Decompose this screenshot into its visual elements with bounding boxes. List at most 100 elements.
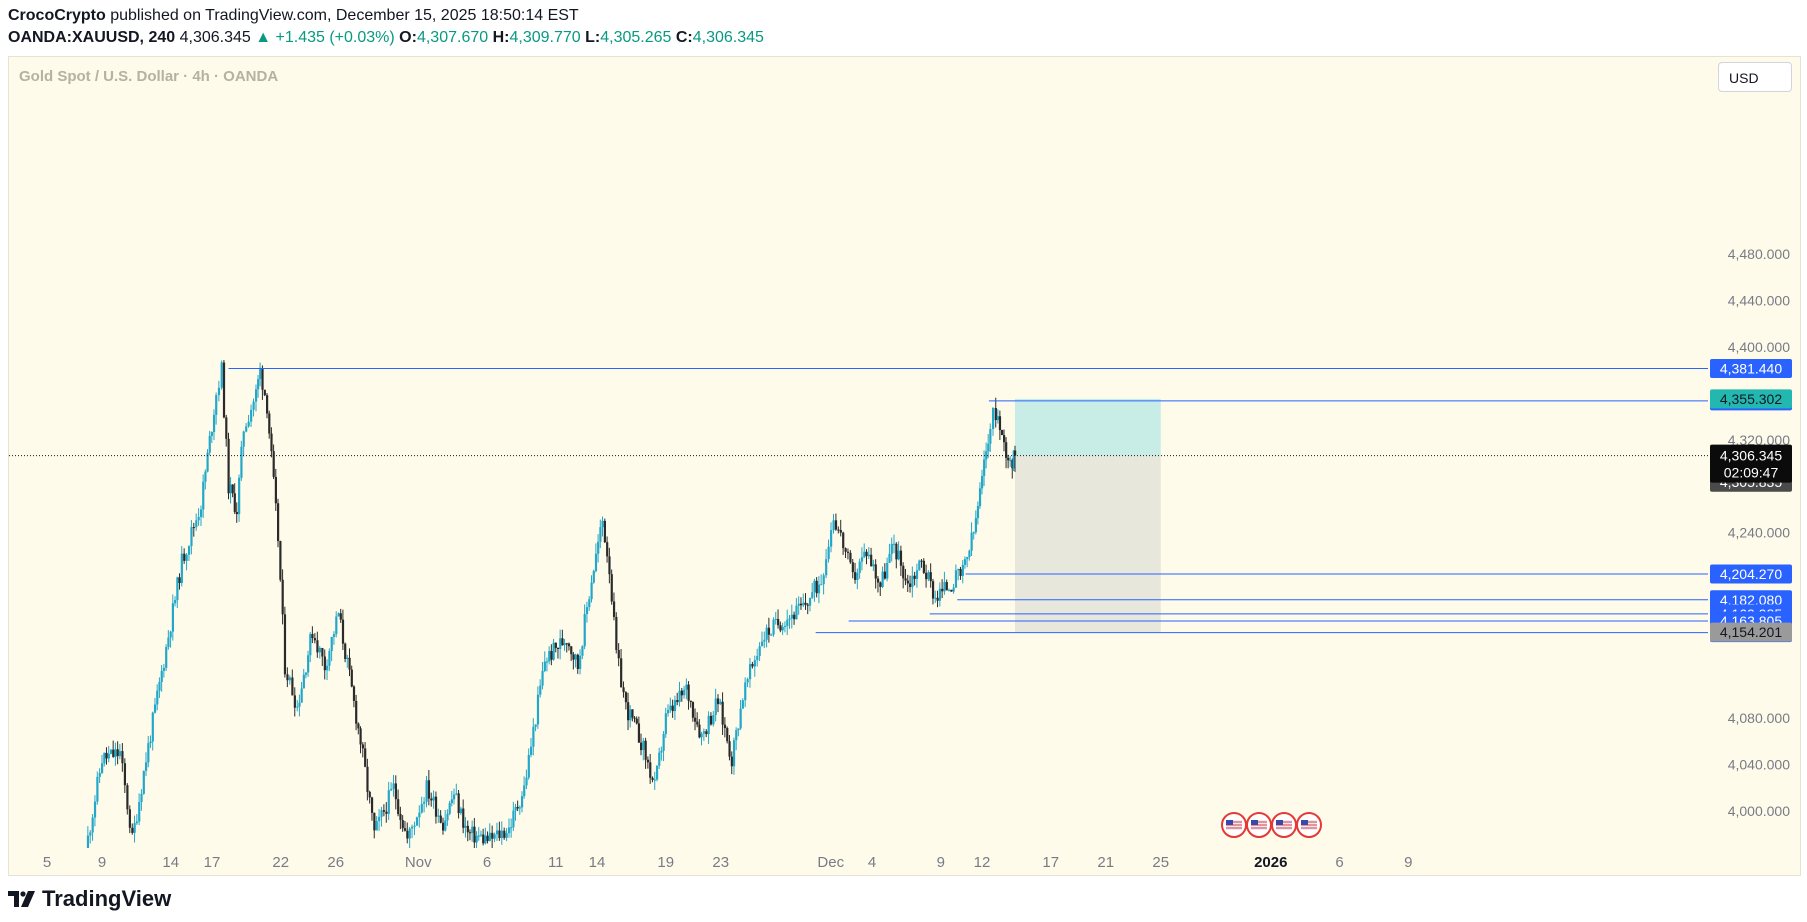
- candle-body: [471, 826, 474, 834]
- high-value: 4,309.770: [509, 29, 581, 46]
- candle-body: [996, 416, 1000, 421]
- candle-body: [288, 677, 292, 681]
- candle-body: [685, 684, 688, 690]
- candle-body: [307, 655, 310, 673]
- candle-body: [153, 704, 157, 713]
- price-change: ▲ +1.435 (+0.03%): [255, 29, 395, 46]
- candle-body: [165, 647, 168, 668]
- candle-body: [858, 561, 861, 573]
- candle-body: [719, 701, 722, 705]
- candle-body: [795, 605, 798, 620]
- price-chart[interactable]: 4,480.000 4,440.000 4,400.000 4,320.000 4,24…: [0, 0, 1807, 880]
- candle-body: [300, 688, 303, 703]
- candle-body: [532, 726, 535, 747]
- tradingview-logo[interactable]: TradingView: [8, 886, 171, 912]
- candle-body: [415, 817, 419, 826]
- candle-body: [563, 643, 566, 646]
- symbol-name[interactable]: OANDA:XAUUSD, 240: [8, 29, 176, 46]
- y-tick-label: 4,080.000: [1728, 710, 1790, 726]
- candle-body: [217, 387, 221, 396]
- x-tick-label: 9: [937, 854, 945, 871]
- event-flag-icon: [1246, 812, 1272, 838]
- low-label: L:: [585, 29, 601, 46]
- candle-body: [311, 634, 314, 639]
- candle-body: [204, 471, 207, 482]
- candle-body: [283, 614, 287, 675]
- candle-body: [536, 694, 540, 725]
- candle-body: [425, 780, 428, 802]
- candle-body: [931, 581, 935, 599]
- tradingview-logo-icon: [8, 891, 35, 907]
- candle-body: [200, 509, 203, 517]
- candle-body: [808, 597, 812, 606]
- candle-body: [867, 554, 870, 557]
- target-price-label-bg: [1710, 389, 1792, 409]
- candle-body: [450, 799, 453, 804]
- candle-body: [187, 546, 191, 555]
- candle-body: [735, 730, 738, 741]
- candle-body: [667, 709, 670, 714]
- candle-body: [998, 416, 1002, 431]
- candle-body: [418, 812, 421, 818]
- candle-body: [427, 780, 431, 799]
- candle-body: [453, 794, 456, 800]
- candle-body: [870, 554, 873, 567]
- candle-body: [579, 655, 582, 670]
- candle-body: [397, 799, 400, 814]
- candle-body: [583, 614, 586, 647]
- candle-body: [550, 651, 553, 660]
- x-tick-label: 5: [43, 854, 51, 871]
- candle-body: [86, 835, 90, 848]
- currency-button[interactable]: USD: [1718, 62, 1792, 92]
- candle-body: [895, 543, 898, 560]
- candle-body: [820, 584, 823, 586]
- candle-body: [849, 552, 852, 563]
- candle-body: [959, 568, 962, 576]
- flag-canton: [1276, 820, 1283, 825]
- flag-canton: [1301, 820, 1308, 825]
- candle-body: [231, 484, 234, 494]
- candle-body: [361, 744, 364, 749]
- candle-body: [709, 715, 713, 725]
- chart-panel[interactable]: [8, 56, 1801, 876]
- candle-body: [585, 607, 589, 615]
- x-tick-label: 9: [98, 854, 106, 871]
- candle-body: [1003, 435, 1006, 443]
- candle-body: [477, 835, 480, 837]
- x-tick-label: 22: [272, 854, 289, 871]
- candle-body: [238, 477, 241, 515]
- candle-body: [245, 426, 248, 432]
- candle-body: [339, 613, 342, 620]
- plot-area: [9, 359, 1708, 848]
- candle-body: [799, 603, 803, 606]
- stop-zone: [1015, 455, 1161, 633]
- candle-body: [691, 701, 695, 718]
- y-tick-label: 4,240.000: [1728, 525, 1790, 541]
- candle-body: [963, 559, 967, 565]
- candle-body: [952, 587, 955, 592]
- candle-body: [669, 705, 672, 710]
- candle-body: [420, 803, 423, 813]
- candle-body: [375, 821, 378, 831]
- target-zone: [1015, 398, 1161, 456]
- candle-body: [434, 796, 438, 817]
- candle-body: [545, 661, 549, 663]
- x-tick-label: 12: [974, 854, 991, 871]
- candle-body: [627, 702, 630, 721]
- candle-body: [495, 830, 499, 835]
- x-tick-label: Nov: [405, 854, 432, 871]
- candle-body: [242, 431, 245, 447]
- candle-body: [748, 663, 752, 680]
- candle-body: [1000, 430, 1004, 436]
- candle-body: [888, 553, 891, 563]
- candle-body: [966, 556, 969, 560]
- candle-body: [886, 562, 889, 579]
- author-name[interactable]: CrocoCrypto: [8, 7, 106, 24]
- candle-body: [220, 362, 223, 388]
- candle-body: [597, 541, 600, 554]
- y-tick-label: 4,320.000: [1728, 432, 1790, 448]
- flag-canton: [1251, 820, 1258, 825]
- candle-body: [316, 640, 319, 653]
- candle-body: [548, 651, 551, 662]
- candle-body: [649, 762, 652, 778]
